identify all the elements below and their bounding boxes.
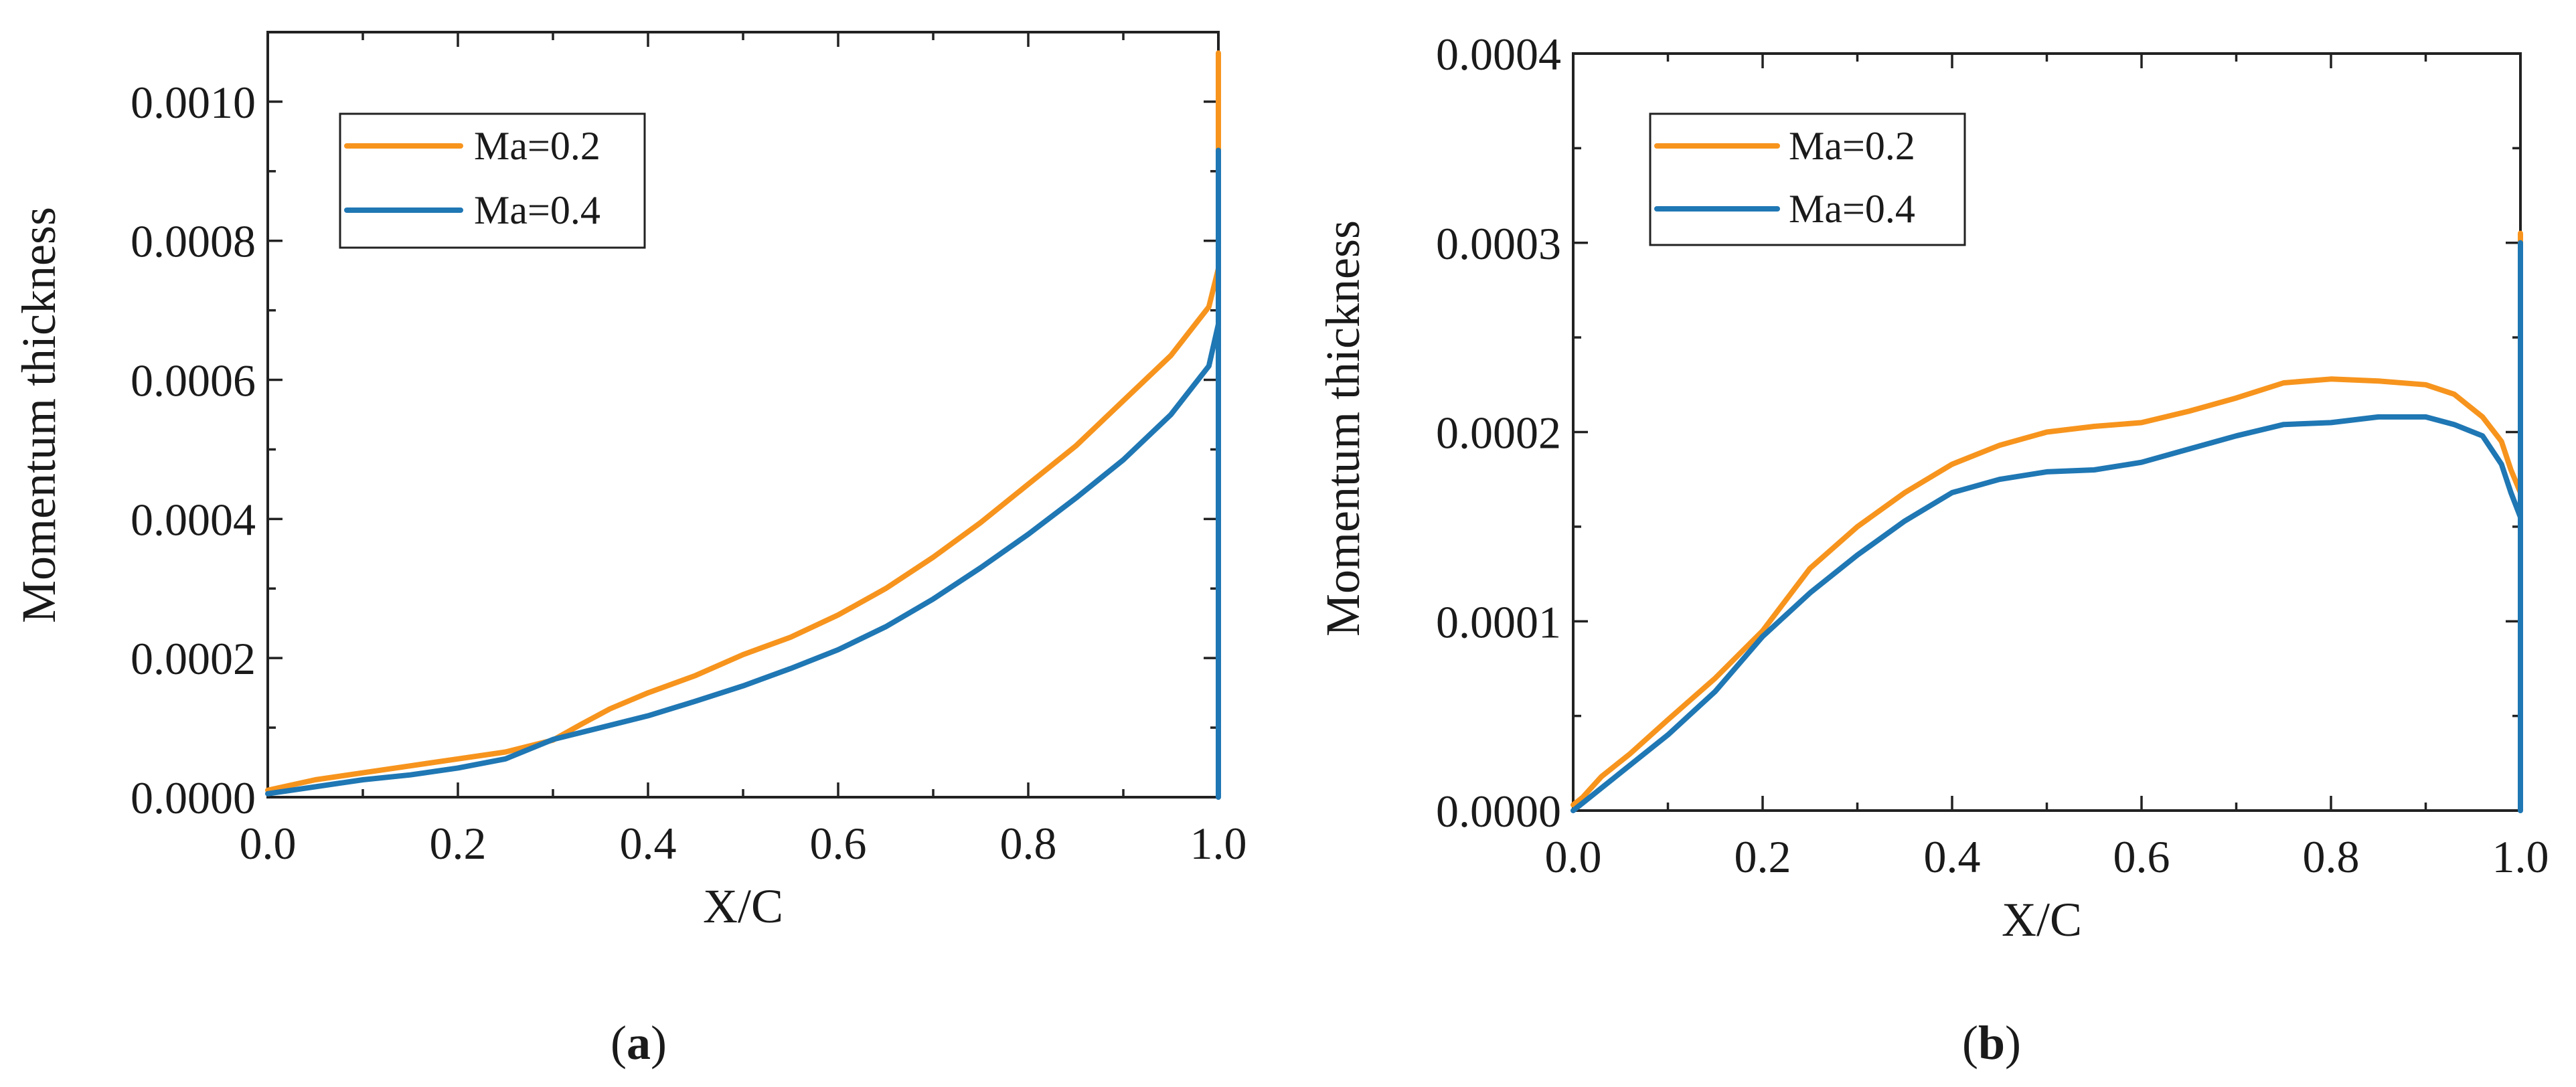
y-tick-label-b-1: 0.0001 — [1436, 596, 1561, 647]
panel-caption-a: (a) — [611, 1016, 667, 1070]
caption-close-b: ) — [2005, 1016, 2021, 1070]
y-axis-label-b: Momentum thickness — [1316, 220, 1370, 637]
caption-close-a: ) — [651, 1016, 667, 1070]
y-tick-label-b-3: 0.0003 — [1436, 218, 1561, 269]
legend-label-ma02-b: Ma=0.2 — [1789, 124, 1915, 168]
panel-caption-b: (b) — [1962, 1016, 2021, 1070]
legend-label-ma02-a: Ma=0.2 — [474, 124, 600, 168]
y-tick-labels-b: 0.0000 0.0001 0.0002 0.0003 0.0004 — [1436, 29, 1561, 837]
chart-panel-a: 0.0000 0.0002 0.0004 0.0006 0.0008 0.0010 0.0… — [12, 31, 1247, 1070]
x-tick-label-a-4: 0.8 — [1000, 818, 1057, 869]
x-tick-label-b-1: 0.2 — [1735, 831, 1791, 882]
legend-box-b — [1649, 112, 1966, 246]
series-group-a — [265, 50, 1221, 800]
x-axis-label-b: X/C — [2002, 893, 2082, 946]
series-line-ma04-b — [1571, 240, 2523, 813]
series-line-ma02-b — [1571, 230, 2523, 808]
x-tick-label-a-2: 0.4 — [620, 818, 677, 869]
x-tick-label-b-0: 0.0 — [1545, 831, 1602, 882]
caption-open-a: ( — [611, 1016, 627, 1070]
x-tick-label-a-0: 0.0 — [240, 818, 297, 869]
y-tick-label-a-3: 0.0006 — [131, 355, 256, 406]
y-axis-label-a: Momentum thickness — [12, 207, 66, 623]
x-tick-label-a-1: 0.2 — [430, 818, 487, 869]
x-tick-label-a-5: 1.0 — [1190, 818, 1247, 869]
y-tick-labels-a: 0.0000 0.0002 0.0004 0.0006 0.0008 0.0010 — [131, 77, 256, 823]
y-tick-label-a-5: 0.0010 — [131, 77, 256, 128]
legend-box-a — [339, 112, 646, 249]
x-tick-label-b-2: 0.4 — [1924, 831, 1981, 882]
caption-open-b: ( — [1962, 1016, 1978, 1070]
y-tick-label-a-2: 0.0004 — [131, 494, 256, 545]
series-group-b — [1571, 230, 2523, 813]
y-tick-label-a-0: 0.0000 — [131, 772, 256, 823]
series-line-ma02-a — [265, 50, 1221, 793]
series-line-ma04-a — [265, 147, 1221, 800]
x-tick-label-b-3: 0.6 — [2113, 831, 2170, 882]
caption-letter-a: a — [627, 1016, 651, 1070]
y-tick-label-b-0: 0.0000 — [1436, 786, 1561, 837]
y-tick-label-b-2: 0.0002 — [1436, 408, 1561, 458]
x-tick-label-a-3: 0.6 — [810, 818, 867, 869]
y-tick-label-b-4: 0.0004 — [1436, 29, 1561, 80]
x-tick-labels-b: 0.0 0.2 0.4 0.6 0.8 1.0 — [1545, 831, 2549, 882]
legend-b: Ma=0.2 Ma=0.4 — [1649, 112, 1966, 246]
y-tick-label-a-4: 0.0008 — [131, 216, 256, 267]
x-tick-labels-a: 0.0 0.2 0.4 0.6 0.8 1.0 — [240, 818, 1247, 869]
legend-label-ma04-b: Ma=0.4 — [1789, 187, 1915, 231]
chart-panel-b: 0.0000 0.0001 0.0002 0.0003 0.0004 0.0 0.2 0.4… — [1316, 29, 2549, 1070]
x-tick-label-b-4: 0.8 — [2303, 831, 2360, 882]
x-axis-label-a: X/C — [703, 880, 783, 933]
legend-label-ma04-a: Ma=0.4 — [474, 188, 600, 232]
x-tick-label-b-5: 1.0 — [2492, 831, 2549, 882]
y-tick-label-a-1: 0.0002 — [131, 633, 256, 684]
legend-a: Ma=0.2 Ma=0.4 — [339, 112, 646, 249]
caption-letter-b: b — [1978, 1016, 2005, 1070]
